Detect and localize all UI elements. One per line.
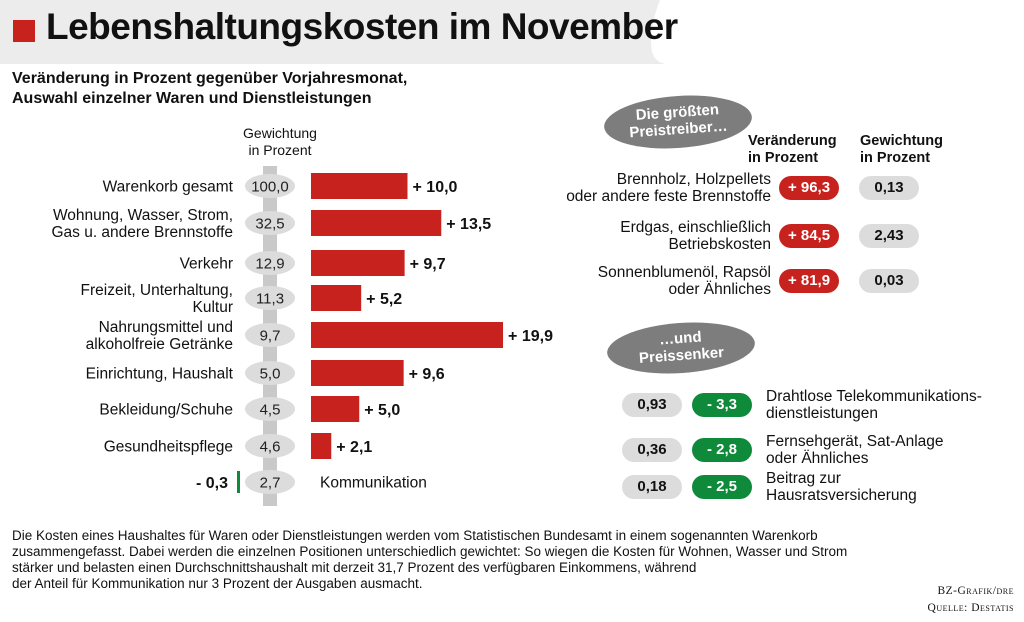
driver-change-badge: + 81,9 (779, 269, 839, 293)
title-marker (13, 20, 35, 42)
sinker-change-badge: - 3,3 (692, 393, 752, 417)
driver-label-line: Erdgas, einschließlich (620, 219, 771, 236)
driver-label-line: Sonnenblumenöl, Rapsöl (597, 264, 771, 281)
category-label: Gesundheitspflege (104, 439, 233, 456)
bar (311, 250, 405, 276)
category-label: Kommunikation (320, 475, 427, 492)
weight-value: 4,6 (260, 439, 281, 456)
driver-label: Erdgas, einschließlich Betriebskosten (620, 219, 771, 253)
bar (311, 433, 332, 459)
bar-value-label: + 9,6 (409, 366, 445, 383)
bar-value-label: + 10,0 (413, 179, 458, 196)
credit: BZ-Grafik/dre Quelle: Destatis (928, 583, 1014, 617)
footer-text: Die Kosten eines Haushaltes für Waren od… (12, 528, 962, 592)
category-label: Warenkorb gesamt (103, 179, 234, 196)
subtitle-line-1: Veränderung in Prozent gegenüber Vorjahr… (12, 70, 408, 87)
driver-label: Brennholz, Holzpellets oder andere feste … (566, 171, 771, 205)
sinker-label: Beitrag zur Hausratsversicherung (766, 470, 917, 504)
footer-line-4: der Anteil für Kommunikation nur 3 Proze… (12, 576, 423, 591)
bar-value-label: - 0,3 (196, 475, 228, 492)
driver-weight-badge: 2,43 (859, 224, 919, 248)
bar-value-label: + 13,5 (446, 216, 491, 233)
drivers-weight-header: Gewichtung in Prozent (860, 133, 943, 167)
weight-pill (245, 434, 295, 458)
driver-weight-badge: 0,13 (859, 176, 919, 200)
page-title: Lebenshaltungskosten im November (46, 6, 678, 47)
weight-value: 12,9 (255, 256, 284, 273)
drivers-change-header: Veränderung in Prozent (748, 133, 837, 167)
bar-value-label: + 19,9 (508, 328, 553, 345)
category-label: Wohnung, Wasser, Strom, Gas u. andere Bre… (51, 207, 233, 241)
bar-value-label: + 2,1 (336, 439, 372, 456)
weight-header-line-2: in Prozent (248, 142, 312, 158)
driver-label: Sonnenblumenöl, Rapsöl oder Ähnliches (598, 264, 771, 298)
weight-header-line-1: Gewichtung (860, 133, 943, 149)
weight-header-line-2: in Prozent (860, 150, 931, 166)
credit-line-2: Quelle: Destatis (927, 602, 1014, 614)
category-label: Nahrungsmittel und alkoholfreie Getränke (86, 319, 233, 353)
weight-value: 9,7 (260, 328, 281, 345)
bar (311, 396, 360, 422)
sinker-label-line: Fernsehgerät, Sat-Anlage (766, 433, 944, 450)
weight-pill (245, 323, 295, 347)
change-header-line-2: in Prozent (748, 150, 819, 166)
weight-value: 2,7 (260, 475, 281, 492)
sinker-weight-badge: 0,93 (622, 393, 682, 417)
weight-pill (245, 470, 295, 494)
bar (311, 210, 442, 236)
driver-weight-badge: 0,03 (859, 269, 919, 293)
weight-pill (245, 211, 295, 235)
driver-label-line: Brennholz, Holzpellets (616, 171, 771, 188)
sinker-label-line: Drahtlose Telekommunikations- (766, 388, 982, 405)
sinker-change-badge: - 2,5 (692, 475, 752, 499)
sinker-label-line: dienstleistungen (766, 405, 879, 422)
sinker-label-line: Hausratsversicherung (766, 487, 917, 504)
driver-label-line: Betriebskosten (668, 236, 771, 253)
subtitle-line-2: Auswahl einzelner Waren und Dienstleistu… (12, 90, 372, 107)
bar (311, 285, 362, 311)
weight-value: 32,5 (255, 216, 284, 233)
sinker-label: Drahtlose Telekommunikations-dienstleist… (766, 388, 982, 422)
driver-change-badge: + 96,3 (779, 176, 839, 200)
credit-line-1: BZ-Grafik/dre (937, 585, 1014, 597)
weight-value: 11,3 (256, 291, 284, 308)
change-header-line-1: Veränderung (748, 133, 837, 149)
sinker-label-line: Beitrag zur (766, 470, 841, 487)
category-label: Bekleidung/Schuhe (99, 402, 233, 419)
weight-pill (245, 251, 295, 275)
sinker-change-badge: - 2,8 (692, 438, 752, 462)
bar-value-label: + 5,2 (366, 291, 402, 308)
bar-value-label: + 5,0 (364, 402, 400, 419)
sinker-label-line: oder Ähnliches (766, 450, 869, 467)
weight-pill (245, 397, 295, 421)
driver-label-line: oder Ähnliches (668, 281, 771, 298)
bar (237, 471, 240, 493)
sinker-weight-badge: 0,18 (622, 475, 682, 499)
footer-line-3: stärker und belasten einen Durchschnitts… (12, 560, 697, 575)
title-band: Lebenshaltungskosten im November (0, 0, 1024, 64)
weight-column-header: Gewichtung in Prozent (220, 125, 340, 159)
weight-value: 4,5 (260, 402, 281, 419)
bar-value-label: + 9,7 (410, 256, 446, 273)
category-label: Verkehr (180, 256, 233, 273)
bar (311, 322, 504, 348)
weight-pill (245, 174, 295, 198)
title-band-shape (0, 0, 1024, 64)
sinker-weight-badge: 0,36 (622, 438, 682, 462)
weight-pill (245, 361, 295, 385)
driver-change-badge: + 84,5 (779, 224, 839, 248)
weight-value: 100,0 (251, 179, 289, 196)
sinker-label: Fernsehgerät, Sat-Anlage oder Ähnliches (766, 433, 944, 467)
weight-header-line-1: Gewichtung (243, 125, 317, 141)
footer-line-1: Die Kosten eines Haushaltes für Waren od… (12, 528, 818, 543)
bar (311, 173, 408, 199)
category-label: Einrichtung, Haushalt (86, 366, 234, 383)
footer-line-2: zusammengefasst. Dabei werden die einzel… (12, 544, 848, 559)
weight-pill (245, 286, 295, 310)
driver-label-line: oder andere feste Brennstoffe (566, 188, 771, 205)
weight-value: 5,0 (260, 366, 281, 383)
bar (311, 360, 404, 386)
category-label: Freizeit, Unterhaltung, Kultur (81, 282, 234, 316)
